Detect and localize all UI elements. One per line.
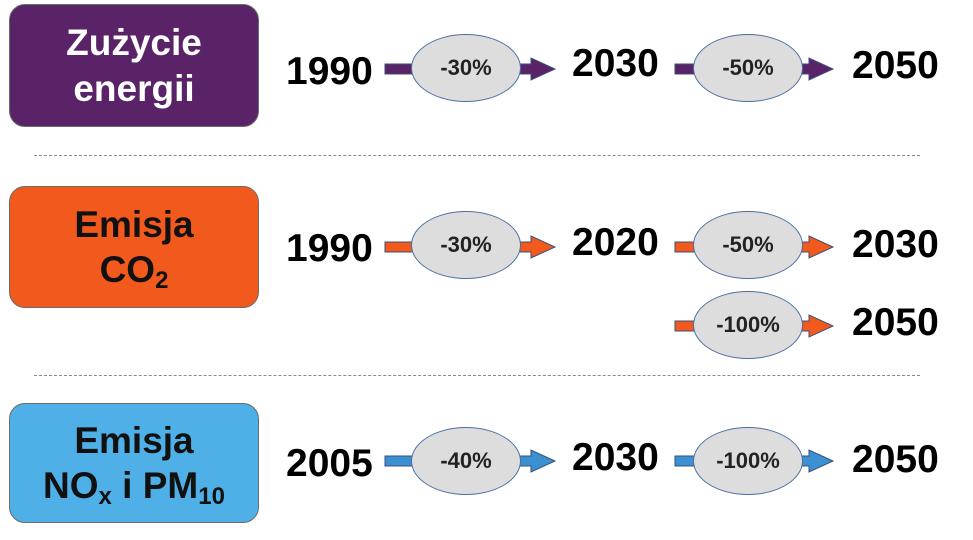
pm-formula: i PM bbox=[111, 465, 199, 506]
nox-change-2: -100% bbox=[693, 427, 803, 495]
energy-year-end: 2050 bbox=[852, 44, 939, 87]
nox-subscript: x bbox=[98, 483, 112, 510]
energy-year-start: 1990 bbox=[286, 50, 373, 93]
co2-change-1: -30% bbox=[411, 211, 521, 279]
energy-title-line1: Zużycie bbox=[66, 22, 202, 64]
nox-year-mid: 2030 bbox=[572, 436, 659, 479]
energy-consumption-box: Zużycie energii bbox=[9, 4, 259, 127]
co2-formula: CO bbox=[99, 249, 156, 290]
energy-change-1: -30% bbox=[411, 34, 521, 102]
nox-formula: NO bbox=[43, 465, 99, 506]
divider-1 bbox=[34, 155, 920, 156]
co2-year-2050: 2050 bbox=[852, 301, 939, 344]
energy-year-mid: 2030 bbox=[572, 42, 659, 85]
co2-change-3: -100% bbox=[693, 291, 803, 359]
energy-title-line2: energii bbox=[73, 67, 195, 109]
nox-change-1: -40% bbox=[411, 427, 521, 495]
co2-year-2030: 2030 bbox=[852, 223, 939, 266]
nox-year-end: 2050 bbox=[852, 438, 939, 481]
co2-change-2: -50% bbox=[693, 211, 803, 279]
nox-title-line1: Emisja bbox=[74, 419, 194, 461]
co2-subscript: 2 bbox=[155, 267, 169, 294]
co2-year-start: 1990 bbox=[286, 227, 373, 270]
energy-change-2: -50% bbox=[693, 34, 803, 102]
co2-title-line1: Emisja bbox=[74, 203, 194, 245]
co2-emission-box: Emisja CO2 bbox=[9, 186, 259, 308]
nox-year-start: 2005 bbox=[286, 442, 373, 485]
divider-2 bbox=[34, 375, 920, 376]
nox-pm-emission-box: Emisja NOx i PM10 bbox=[9, 403, 259, 523]
pm-subscript: 10 bbox=[198, 483, 225, 510]
co2-year-2020: 2020 bbox=[572, 221, 659, 264]
nox-title-line2: NOx i PM10 bbox=[43, 463, 225, 510]
co2-title-line2: CO2 bbox=[99, 247, 169, 294]
